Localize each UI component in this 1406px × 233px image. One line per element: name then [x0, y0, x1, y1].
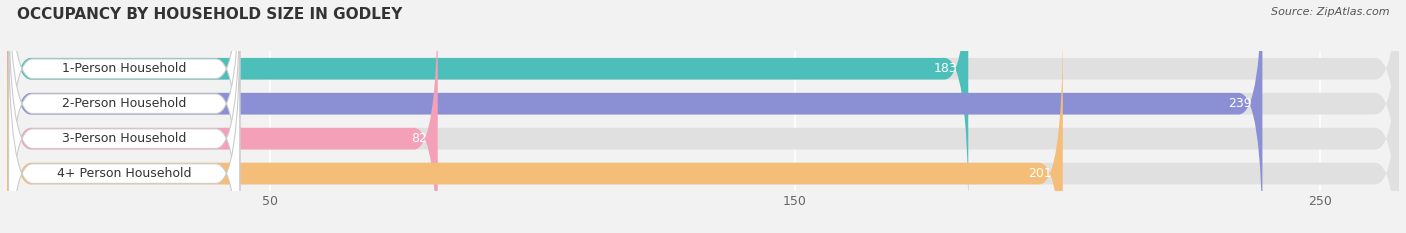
Text: 239: 239 — [1229, 97, 1251, 110]
FancyBboxPatch shape — [7, 0, 969, 215]
Text: 4+ Person Household: 4+ Person Household — [56, 167, 191, 180]
FancyBboxPatch shape — [7, 0, 1399, 215]
FancyBboxPatch shape — [8, 0, 239, 233]
FancyBboxPatch shape — [8, 26, 239, 233]
FancyBboxPatch shape — [7, 0, 1263, 233]
Text: OCCUPANCY BY HOUSEHOLD SIZE IN GODLEY: OCCUPANCY BY HOUSEHOLD SIZE IN GODLEY — [17, 7, 402, 22]
Text: 2-Person Household: 2-Person Household — [62, 97, 187, 110]
FancyBboxPatch shape — [7, 0, 1399, 233]
FancyBboxPatch shape — [7, 0, 437, 233]
Text: 1-Person Household: 1-Person Household — [62, 62, 187, 75]
FancyBboxPatch shape — [7, 0, 1399, 233]
Text: Source: ZipAtlas.com: Source: ZipAtlas.com — [1271, 7, 1389, 17]
Text: 3-Person Household: 3-Person Household — [62, 132, 187, 145]
Text: 82: 82 — [412, 132, 427, 145]
Text: 201: 201 — [1029, 167, 1052, 180]
Text: 183: 183 — [934, 62, 957, 75]
FancyBboxPatch shape — [8, 0, 239, 216]
FancyBboxPatch shape — [7, 27, 1063, 233]
FancyBboxPatch shape — [8, 0, 239, 233]
FancyBboxPatch shape — [7, 27, 1399, 233]
